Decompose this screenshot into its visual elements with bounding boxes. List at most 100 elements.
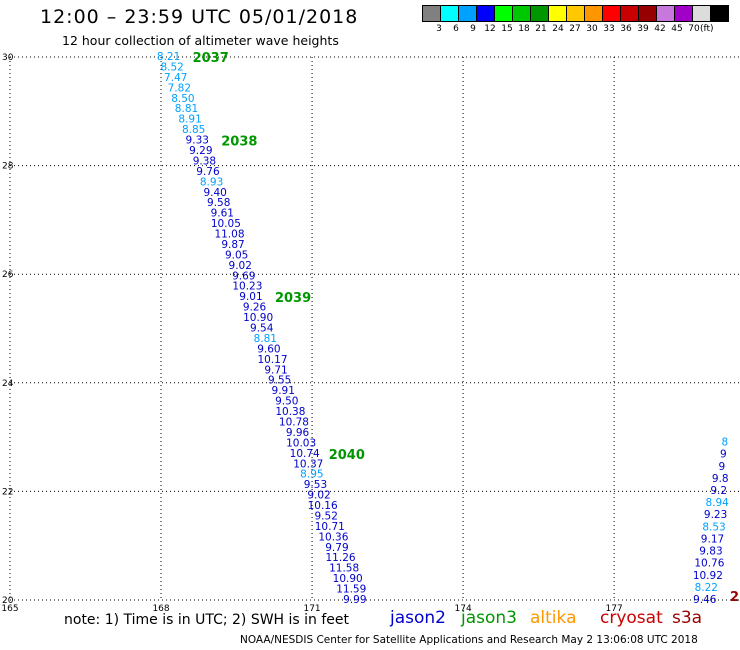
legend-ticks: 3 6 9 12 15 18 21 24 27 30 33 36 39 42 45 70 (ft) xyxy=(422,22,728,36)
swh-value-label: 9.99 xyxy=(343,594,366,606)
x-tick-label: 171 xyxy=(303,604,320,614)
legend-tick-label: 45 xyxy=(671,24,683,34)
satellite-label-jason3: jason3 xyxy=(461,608,517,628)
x-tick-label: 168 xyxy=(152,604,169,614)
swh-value-label: 9.29 xyxy=(189,145,212,157)
swh-value-label: 8.91 xyxy=(178,114,201,126)
swh-value-label: 10.37 xyxy=(293,458,323,470)
legend-tick-label: 42 xyxy=(654,24,666,34)
swh-value-label: 9 xyxy=(718,461,725,473)
swh-value-label: 9.55 xyxy=(268,375,291,387)
swh-value-label: 8.21 xyxy=(157,51,180,63)
swh-value-label: 8.93 xyxy=(200,176,223,188)
swh-value-label: 8.94 xyxy=(705,497,729,509)
swh-value-label: 9.61 xyxy=(211,208,234,220)
chart-title: 12:00 – 23:59 UTC 05/01/2018 xyxy=(40,6,359,28)
swh-value-label: 8.81 xyxy=(254,333,277,345)
legend-swatches xyxy=(422,5,729,22)
swh-value-label: 9.40 xyxy=(203,187,226,199)
x-tick-label: 177 xyxy=(606,604,623,614)
swh-value-label: 9.83 xyxy=(699,546,722,558)
swh-value-label: 7.82 xyxy=(168,82,191,94)
swh-value-label: 8.53 xyxy=(702,521,725,533)
swh-value-label: 8.50 xyxy=(171,93,194,105)
pass-time-label: 2 xyxy=(730,590,739,605)
legend-unit: (ft) xyxy=(700,24,714,34)
swh-value-label: 9.53 xyxy=(304,479,327,491)
swh-value-label: 9.50 xyxy=(275,396,298,408)
swh-value-label: 9.17 xyxy=(701,533,724,545)
swh-value-label: 10.74 xyxy=(290,448,320,460)
y-tick-label: 26 xyxy=(2,270,14,280)
legend-tick-label: 30 xyxy=(586,24,598,34)
swh-value-label: 9.23 xyxy=(704,509,727,521)
swh-value-label: 10.16 xyxy=(308,500,338,512)
y-tick-label: 30 xyxy=(2,53,14,63)
swh-value-label: 8.22 xyxy=(695,582,718,594)
swh-value-label: 8.81 xyxy=(175,103,198,115)
swh-value-label: 10.90 xyxy=(333,573,363,585)
legend-tick-label: 6 xyxy=(453,24,459,34)
swh-value-label: 9.02 xyxy=(229,260,252,272)
swh-value-label: 8.85 xyxy=(182,124,205,136)
legend-tick-label: 27 xyxy=(569,24,581,34)
legend-swatch xyxy=(710,5,729,22)
x-tick-label: 165 xyxy=(1,604,18,614)
pass-time-label: 2037 xyxy=(193,51,229,66)
pass-time-label: 2039 xyxy=(275,291,311,306)
swh-value-label: 7.47 xyxy=(164,72,187,84)
swh-value-label: 10.78 xyxy=(279,416,309,428)
swh-value-label: 9.87 xyxy=(221,239,244,251)
swh-value-label: 9.71 xyxy=(264,364,287,376)
legend-tick-label: 3 xyxy=(436,24,442,34)
swh-value-label: 9.26 xyxy=(243,302,267,314)
swh-value-label: 8 xyxy=(722,437,729,449)
swh-value-label: 9.2 xyxy=(710,485,727,497)
legend-tick-label: 36 xyxy=(620,24,632,34)
legend-tick-label: 70 xyxy=(688,24,700,34)
swh-value-label: 9.46 xyxy=(693,594,717,606)
satellite-label-cryosat: cryosat xyxy=(600,608,663,628)
swh-value-label: 9.60 xyxy=(257,343,280,355)
swh-value-label: 10.90 xyxy=(243,312,273,324)
swh-value-label: 11.58 xyxy=(329,563,359,575)
swh-value-label: 9.02 xyxy=(307,490,330,502)
legend-tick-label: 15 xyxy=(501,24,513,34)
swh-value-label: 8.95 xyxy=(300,469,323,481)
y-tick-label: 24 xyxy=(2,379,14,389)
y-tick-label: 20 xyxy=(2,596,14,606)
swh-value-label: 11.59 xyxy=(336,584,366,596)
note-text: note: 1) Time is in UTC; 2) SWH is in fe… xyxy=(64,612,350,628)
swh-value-label: 10.03 xyxy=(286,437,316,449)
swh-value-label: 11.08 xyxy=(214,229,244,241)
swh-value-label: 9 xyxy=(720,449,727,461)
swh-value-label: 10.38 xyxy=(275,406,305,418)
y-tick-label: 22 xyxy=(2,487,13,497)
swh-value-label: 10.71 xyxy=(315,521,345,533)
swh-value-label: 9.33 xyxy=(186,135,209,147)
swh-value-label: 9.52 xyxy=(315,510,338,522)
swh-value-label: 10.05 xyxy=(211,218,241,230)
satellite-label-s3a: s3a xyxy=(672,608,703,628)
x-tick-label: 174 xyxy=(455,604,472,614)
pass-time-label: 2038 xyxy=(221,135,257,150)
swh-value-label: 11.26 xyxy=(326,552,356,564)
y-tick-label: 28 xyxy=(2,162,14,172)
swh-value-label: 9.69 xyxy=(232,270,255,282)
swh-value-label: 9.91 xyxy=(272,385,295,397)
swh-value-label: 10.76 xyxy=(694,558,724,570)
satellite-label-altika: altika xyxy=(530,608,577,628)
legend-tick-label: 21 xyxy=(535,24,547,34)
swh-value-label: 10.92 xyxy=(693,570,723,582)
swh-value-label: 10.17 xyxy=(257,354,287,366)
swh-value-label: 9.79 xyxy=(325,542,348,554)
legend-tick-label: 18 xyxy=(518,24,530,34)
legend-tick-label: 24 xyxy=(552,24,564,34)
color-legend: 3 6 9 12 15 18 21 24 27 30 33 36 39 42 45 70 (ft) xyxy=(422,5,729,36)
swh-value-label: 9.01 xyxy=(239,291,262,303)
swh-value-label: 9.05 xyxy=(225,249,248,261)
pass-time-label: 2040 xyxy=(329,448,365,463)
swh-value-label: 10.36 xyxy=(318,531,348,543)
swh-value-label: 10.23 xyxy=(232,281,262,293)
